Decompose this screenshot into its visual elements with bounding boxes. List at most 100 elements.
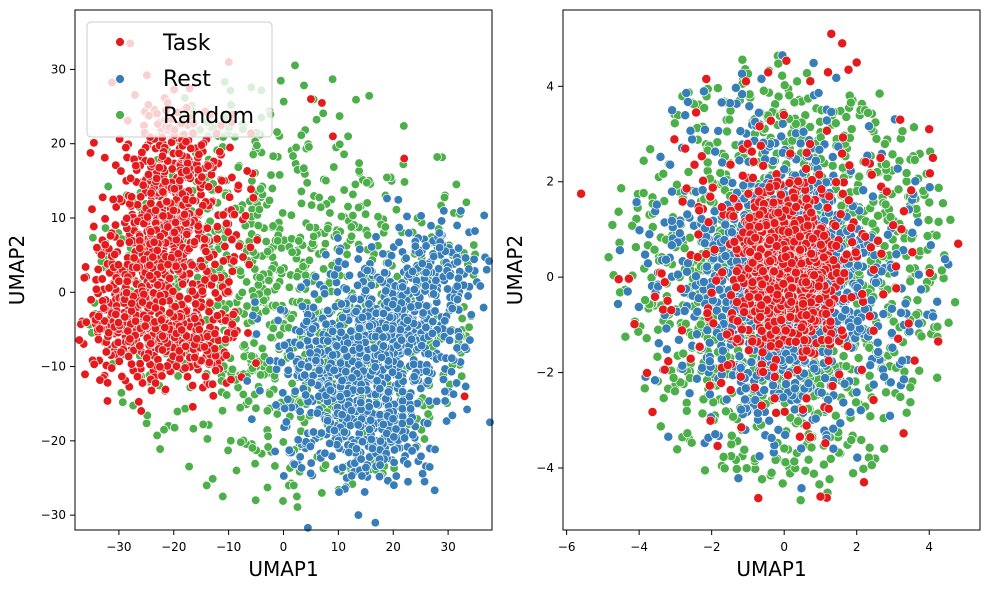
data-point-task <box>210 274 219 283</box>
data-point-rest <box>296 453 305 462</box>
data-point-task <box>127 307 136 316</box>
data-point-random <box>263 288 272 297</box>
data-point-rest <box>441 397 450 406</box>
data-point-rest <box>390 458 399 467</box>
data-point-random <box>330 163 339 172</box>
data-point-random <box>819 460 828 469</box>
data-point-random <box>785 91 794 100</box>
data-point-task <box>124 327 133 336</box>
data-point-rest <box>365 322 374 331</box>
data-point-rest <box>358 437 367 446</box>
data-point-task <box>94 335 103 344</box>
data-point-rest <box>699 87 708 96</box>
data-point-rest <box>375 472 384 481</box>
data-point-task <box>103 397 112 406</box>
data-point-rest <box>326 386 335 395</box>
data-point-rest <box>357 386 366 395</box>
data-point-rest <box>389 415 398 424</box>
data-point-task <box>177 326 186 335</box>
data-point-rest <box>395 223 404 232</box>
data-point-task <box>94 265 103 274</box>
data-point-rest <box>365 425 374 434</box>
data-point-rest <box>711 147 720 156</box>
data-point-task <box>146 272 155 281</box>
data-point-random <box>865 443 874 452</box>
data-point-rest <box>306 349 315 358</box>
data-point-rest <box>333 288 342 297</box>
data-point-random <box>253 141 262 150</box>
data-point-rest <box>908 228 917 237</box>
data-point-rest <box>284 395 293 404</box>
data-point-random <box>288 248 297 257</box>
data-point-rest <box>330 426 339 435</box>
data-point-random <box>614 207 623 216</box>
data-point-task <box>224 228 233 237</box>
data-point-random <box>248 444 257 453</box>
data-point-task <box>107 364 116 373</box>
data-point-rest <box>252 330 261 339</box>
data-point-rest <box>728 178 737 187</box>
data-point-rest <box>471 227 480 236</box>
data-point-random <box>363 231 372 240</box>
data-point-random <box>202 481 211 490</box>
data-point-random <box>802 69 811 78</box>
data-point-random <box>857 435 866 444</box>
data-point-rest <box>403 316 412 325</box>
data-point-task <box>90 360 99 369</box>
data-point-random <box>256 185 265 194</box>
data-point-random <box>778 71 787 80</box>
data-point-rest <box>333 342 342 351</box>
data-point-random <box>277 76 286 85</box>
data-point-rest <box>467 311 476 320</box>
data-point-rest <box>379 309 388 318</box>
data-point-task <box>98 275 107 284</box>
data-point-task <box>136 244 145 253</box>
data-point-random <box>365 92 374 101</box>
data-point-rest <box>479 303 488 312</box>
data-point-random <box>295 237 304 246</box>
data-point-rest <box>353 281 362 290</box>
data-point-task <box>206 299 215 308</box>
data-point-rest <box>306 442 315 451</box>
data-point-random <box>383 173 392 182</box>
data-point-rest <box>425 463 434 472</box>
data-point-rest <box>654 339 663 348</box>
data-point-task <box>96 325 105 334</box>
data-point-rest <box>384 259 393 268</box>
data-point-rest <box>480 211 489 220</box>
data-point-random <box>458 314 467 323</box>
data-point-rest <box>376 384 385 393</box>
data-point-random <box>888 150 897 159</box>
data-point-task <box>249 194 258 203</box>
data-point-task <box>92 285 101 294</box>
data-point-task <box>168 165 177 174</box>
data-point-rest <box>406 405 415 414</box>
data-point-rest <box>859 186 868 195</box>
data-point-task <box>102 348 111 357</box>
data-point-random <box>119 398 128 407</box>
data-point-task <box>213 222 222 231</box>
data-point-task <box>205 358 214 367</box>
data-point-rest <box>634 302 643 311</box>
data-point-rest <box>454 244 463 253</box>
data-point-random <box>640 384 649 393</box>
data-point-random <box>185 462 194 471</box>
data-point-task <box>110 250 119 259</box>
data-point-random <box>254 221 263 230</box>
data-point-random <box>656 422 665 431</box>
data-point-random <box>670 387 679 396</box>
data-point-random <box>687 438 696 447</box>
data-point-rest <box>352 445 361 454</box>
data-point-task <box>208 380 217 389</box>
data-point-task <box>181 342 190 351</box>
data-point-rest <box>373 376 382 385</box>
data-point-task <box>175 149 184 158</box>
data-point-rest <box>301 391 310 400</box>
data-point-random <box>424 410 433 419</box>
data-point-random <box>839 352 848 361</box>
data-point-random <box>224 446 233 455</box>
data-point-task <box>166 274 175 283</box>
data-point-random <box>199 420 208 429</box>
data-point-rest <box>470 255 479 264</box>
data-point-rest <box>411 242 420 251</box>
